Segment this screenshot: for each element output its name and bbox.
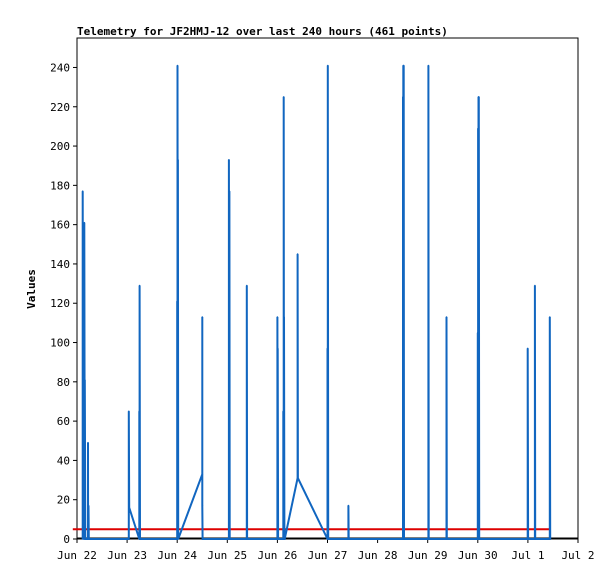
y-tick-label: 40 [57, 454, 70, 467]
data-point [296, 253, 299, 255]
data-point [201, 504, 204, 507]
chart-title: Telemetry for JF2HMJ-12 over last 240 ho… [77, 25, 448, 38]
data-point [276, 316, 279, 318]
data-point [246, 538, 248, 540]
x-tick-label: Jun 29 [408, 549, 448, 562]
data-point [297, 477, 299, 479]
data-point [283, 316, 285, 318]
data-point [87, 441, 89, 444]
series-layer [72, 64, 578, 540]
data-point [82, 347, 85, 350]
x-tick-label: Jun 30 [458, 549, 498, 562]
data-point [201, 538, 204, 540]
data-point [283, 538, 286, 540]
y-tick-label: 200 [50, 140, 70, 153]
data-point [427, 64, 430, 67]
data-point [526, 347, 529, 350]
data-point [139, 538, 141, 540]
y-tick-label: 100 [50, 337, 70, 350]
data-point [228, 190, 231, 192]
data-point [327, 64, 329, 67]
data-point [534, 538, 536, 540]
data-point [276, 347, 279, 350]
data-point [176, 300, 178, 303]
data-point [402, 96, 404, 98]
data-point [138, 284, 141, 287]
data-point [446, 538, 448, 540]
y-tick-label: 180 [50, 179, 70, 192]
data-point [84, 538, 87, 540]
y-tick-label: 0 [63, 533, 70, 546]
data-point [201, 316, 204, 318]
x-tick-label: Jun 24 [157, 549, 197, 562]
data-point [527, 538, 529, 540]
data-point [81, 190, 84, 192]
x-tick-label: Jun 26 [258, 549, 298, 562]
data-point [347, 538, 350, 540]
data-point [83, 221, 86, 224]
data-point [327, 538, 330, 540]
x-tick-label: Jun 27 [308, 549, 348, 562]
x-tick-label: Jun 23 [107, 549, 147, 562]
data-point [347, 504, 350, 507]
data-point [128, 506, 130, 509]
y-tick-label: 80 [57, 376, 70, 389]
x-tick-label: Jun 25 [207, 549, 247, 562]
y-axis-ticks: 0 20 40 60 80 100 120 140 160 180 200 220 240 [50, 61, 77, 546]
y-tick-label: 220 [50, 101, 70, 114]
y-tick-label: 20 [57, 494, 70, 507]
x-tick-label: Jul 1 [511, 549, 544, 562]
data-point [128, 410, 130, 413]
data-point [87, 504, 90, 507]
x-tick-label: Jun 28 [358, 549, 398, 562]
y-tick-label: 60 [57, 415, 70, 428]
data-point [402, 64, 405, 67]
x-tick-label: Jun 22 [57, 549, 97, 562]
data-point [177, 538, 179, 540]
data-point [128, 538, 130, 540]
y-tick-label: 160 [50, 219, 70, 232]
data-point [477, 127, 479, 130]
data-point [549, 316, 551, 318]
data-point [326, 347, 329, 350]
y-tick-label: 240 [50, 61, 70, 74]
data-point [176, 64, 179, 67]
data-point [534, 284, 536, 287]
data-point [138, 410, 141, 413]
data-point [478, 96, 480, 98]
x-tick-label: Jul 2 [561, 549, 594, 562]
y-tick-label: 120 [50, 297, 70, 310]
data-point [549, 538, 551, 540]
data-point [177, 159, 179, 161]
data-point [282, 96, 285, 98]
data-point [403, 538, 405, 540]
data-point [84, 379, 86, 381]
data-point [246, 284, 248, 287]
series-telemetry-line [81, 65, 552, 540]
data-point [427, 538, 430, 540]
data-point [277, 538, 279, 540]
data-point [228, 159, 230, 161]
data-point [88, 538, 90, 540]
y-tick-label: 140 [50, 258, 70, 271]
data-point [477, 331, 479, 334]
data-point [83, 253, 85, 255]
data-point [282, 410, 285, 413]
data-point [228, 538, 231, 540]
data-point [478, 538, 481, 540]
x-axis-ticks: Jun 22 Jun 23 Jun 24 Jun 25 Jun 26 Jun 27 Jun … [57, 539, 595, 562]
data-point [445, 316, 448, 318]
data-point [201, 473, 204, 476]
y-axis-label: Values [25, 269, 38, 309]
